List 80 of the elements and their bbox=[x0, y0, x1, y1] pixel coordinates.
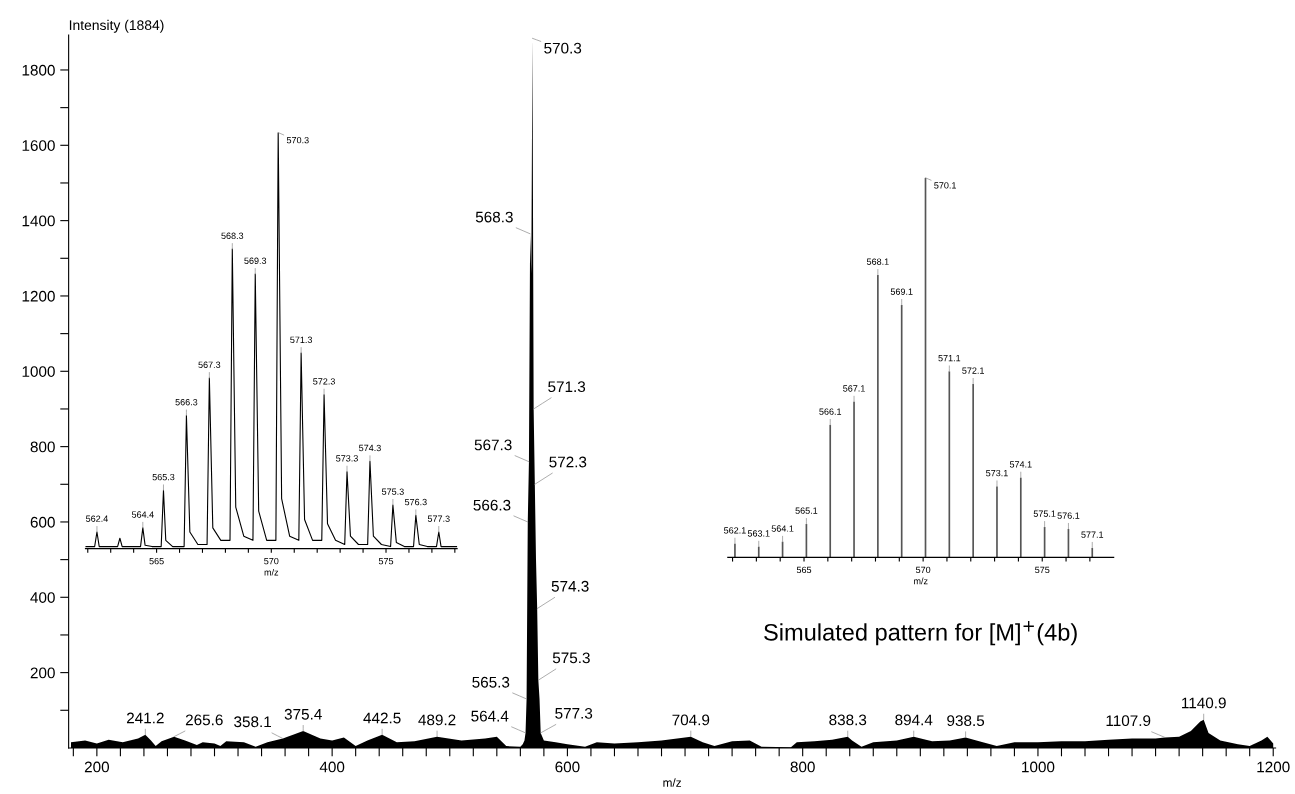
annotation: 569.1 bbox=[890, 288, 913, 295]
x-tick-label: 600 bbox=[555, 761, 580, 773]
y-tick-label: 1400 bbox=[22, 215, 55, 227]
annotation: 571.3 bbox=[290, 336, 313, 343]
x-tick-label: 1200 bbox=[1257, 761, 1290, 773]
annotation: 567.1 bbox=[843, 385, 865, 392]
x-axis-title: m/z bbox=[914, 577, 928, 585]
annotation: 564.4 bbox=[471, 710, 509, 722]
annotation: 576.3 bbox=[404, 498, 427, 506]
annotation: 265.6 bbox=[185, 714, 223, 726]
annotation: Simulated pattern for [M]$^{+}$(4b) bbox=[764, 621, 1077, 646]
annotation: 574.3 bbox=[551, 580, 589, 592]
y-tick-label: 1000 bbox=[22, 366, 55, 377]
x-tick-label: 1000 bbox=[1022, 761, 1055, 773]
annotation: 564.1 bbox=[771, 525, 794, 532]
annotation: 566.3 bbox=[175, 399, 198, 406]
annotation: 1140.9 bbox=[1182, 697, 1226, 709]
annotation: 565.3 bbox=[152, 473, 175, 481]
annotation: 375.4 bbox=[284, 708, 322, 720]
annotation: 563.1 bbox=[747, 530, 770, 537]
annotation: 568.3 bbox=[221, 232, 244, 239]
annotation: 566.3 bbox=[473, 499, 511, 511]
x-axis-title: m/z bbox=[663, 778, 682, 787]
x-tick-label: 200 bbox=[84, 761, 110, 773]
y-tick-label: 1600 bbox=[22, 140, 55, 151]
annotation: 573.1 bbox=[986, 469, 1008, 477]
annotation: 894.4 bbox=[895, 714, 933, 726]
annotation: 568.3 bbox=[475, 211, 513, 223]
x-tick-label: 565 bbox=[149, 557, 164, 565]
annotation: 568.1 bbox=[866, 258, 889, 265]
annotation: 576.1 bbox=[1057, 512, 1080, 519]
annotation: 575.3 bbox=[381, 488, 404, 495]
annotation: 574.1 bbox=[1009, 461, 1032, 468]
annotation: 567.3 bbox=[474, 439, 512, 451]
annotation: 241.2 bbox=[126, 712, 164, 724]
annotation: 838.3 bbox=[829, 714, 867, 726]
x-axis-title: m/z bbox=[264, 568, 279, 576]
annotation: 442.5 bbox=[363, 712, 401, 724]
annotation: 565.3 bbox=[472, 676, 510, 688]
annotation: 572.3 bbox=[313, 378, 335, 385]
annotation: 570.3 bbox=[286, 136, 309, 144]
annotation: 564.4 bbox=[131, 511, 154, 518]
annotation: 571.3 bbox=[548, 381, 586, 393]
annotation: 570.3 bbox=[544, 42, 582, 54]
x-tick-label: 800 bbox=[790, 761, 815, 773]
annotation: 570.1 bbox=[934, 182, 956, 189]
annotation: 577.1 bbox=[1081, 531, 1104, 538]
x-tick-label: 570 bbox=[264, 557, 279, 565]
annotation: 573.3 bbox=[336, 455, 358, 462]
annotation: 565.1 bbox=[795, 507, 818, 514]
annotation: 574.3 bbox=[359, 444, 381, 452]
x-tick-label: 400 bbox=[319, 761, 345, 773]
y-tick-label: 1200 bbox=[22, 290, 55, 302]
annotation: 358.1 bbox=[234, 716, 271, 728]
y-tick-label: 800 bbox=[30, 441, 55, 453]
annotation: 572.1 bbox=[962, 367, 985, 374]
y-tick-label: 1800 bbox=[22, 64, 55, 76]
y-tick-label: 400 bbox=[30, 592, 55, 603]
annotation: 567.3 bbox=[198, 361, 221, 368]
annotation: 704.9 bbox=[672, 714, 710, 726]
x-tick-label: 570 bbox=[915, 566, 931, 574]
annotation: 566.1 bbox=[819, 408, 842, 415]
y-axis-title: Intensity (1884) bbox=[69, 19, 164, 33]
annotation: 577.3 bbox=[555, 707, 593, 719]
annotation: 562.1 bbox=[724, 527, 746, 534]
annotation: 562.4 bbox=[86, 515, 108, 522]
annotation: 569.3 bbox=[244, 257, 267, 264]
annotation: 575.1 bbox=[1033, 510, 1056, 517]
x-tick-label: 575 bbox=[378, 558, 394, 565]
annotation: 577.3 bbox=[427, 515, 450, 522]
annotation: 575.3 bbox=[552, 652, 590, 664]
y-tick-label: 200 bbox=[30, 667, 55, 679]
annotation: 571.1 bbox=[938, 355, 961, 362]
y-tick-label: 600 bbox=[30, 516, 55, 528]
x-tick-label: 565 bbox=[796, 566, 812, 574]
annotation: 1107.9 bbox=[1106, 715, 1151, 727]
annotation: 938.5 bbox=[947, 715, 985, 727]
x-tick-label: 575 bbox=[1035, 566, 1050, 574]
annotation: 489.2 bbox=[418, 714, 456, 726]
annotation: 572.3 bbox=[549, 456, 587, 468]
